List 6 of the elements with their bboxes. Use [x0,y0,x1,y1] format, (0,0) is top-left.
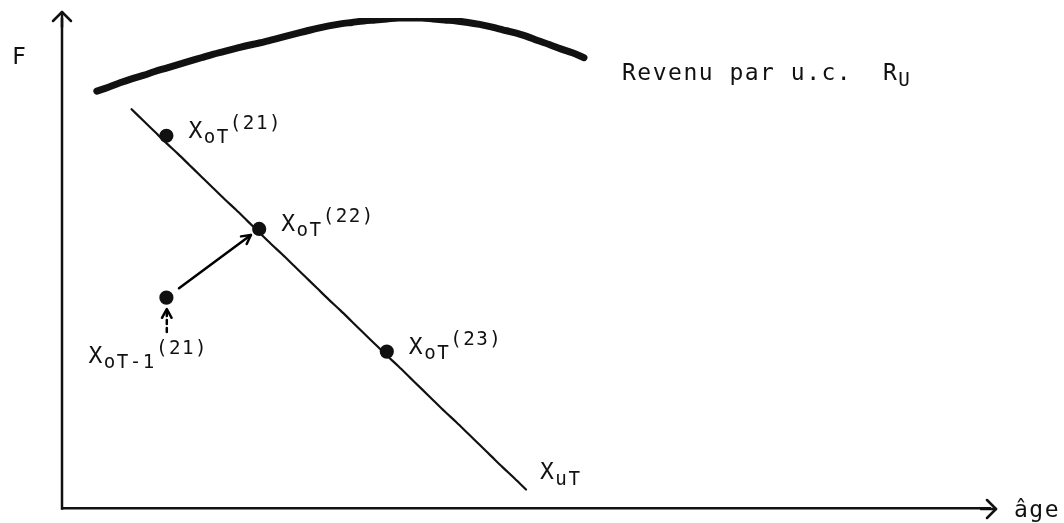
y-axis-title: F [12,42,28,70]
x-axis-title: âge [1014,494,1061,523]
point [159,290,174,305]
point [159,128,174,143]
series-label: X$_{uT}$ [540,457,582,493]
series-label: Revenu par u.c. R$_{U}$ [622,57,912,93]
